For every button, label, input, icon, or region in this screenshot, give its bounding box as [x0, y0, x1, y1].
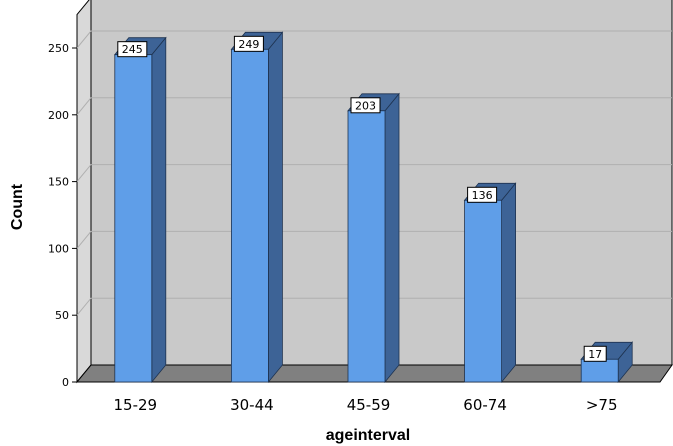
data-labels: 245 249 203 136 17: [117, 35, 607, 362]
x-tick-label: >75: [586, 396, 618, 414]
gridline: [76, 30, 672, 49]
bar-front: [580, 358, 619, 383]
bar-side: [267, 31, 283, 384]
y-tick-label: 250: [48, 42, 69, 55]
bar-front: [347, 110, 386, 383]
bar-front: [464, 199, 503, 383]
bar-side: [501, 182, 516, 384]
data-label: 136: [472, 189, 493, 202]
x-axis-title: ageinterval: [326, 427, 410, 444]
side-wall: [76, 0, 92, 384]
y-axis: 0 50 100 150 200 250: [48, 42, 77, 389]
x-tick-label: 15-29: [114, 396, 158, 414]
x-tick-label: 30-44: [230, 396, 274, 414]
bar: [463, 182, 517, 384]
data-label: 245: [122, 43, 143, 56]
data-label: 249: [238, 38, 259, 51]
x-tick-label: 45-59: [347, 396, 391, 414]
gridline: [76, 164, 672, 182]
x-axis: 15-29 30-44 45-59 60-74 >75: [114, 396, 618, 414]
data-label-box: [467, 186, 498, 203]
gridline: [76, 97, 672, 116]
bar: [347, 92, 400, 384]
bar-front: [230, 48, 269, 383]
bar-side: [384, 92, 400, 384]
y-tick-label: 200: [48, 109, 69, 122]
data-label: 17: [588, 348, 602, 361]
bar-side: [151, 36, 167, 384]
bar-front: [114, 54, 153, 383]
data-label-box: [350, 97, 381, 114]
bar: [230, 31, 284, 384]
y-tick-label: 100: [48, 242, 69, 255]
data-label-box: [583, 345, 607, 362]
bar: [113, 36, 167, 384]
y-axis-title: Count: [9, 183, 26, 230]
data-label-box: [233, 35, 264, 52]
data-label-box: [117, 41, 148, 58]
y-tick-label: 150: [48, 176, 69, 189]
data-label: 203: [355, 99, 376, 112]
y-tick-label: 0: [62, 376, 69, 389]
x-tick-label: 60-74: [463, 396, 507, 414]
y-tick-label: 50: [55, 309, 69, 322]
